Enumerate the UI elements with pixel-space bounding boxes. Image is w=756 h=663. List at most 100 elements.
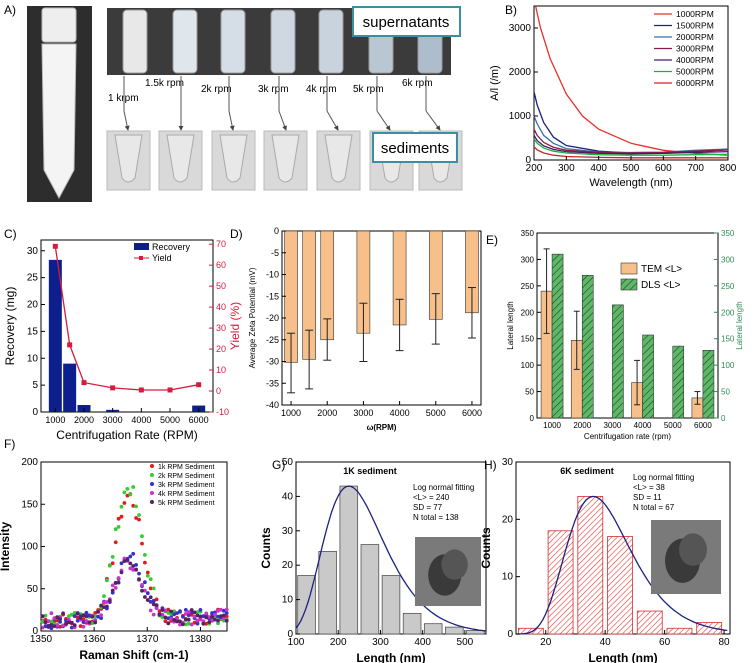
panel-h-ytick-label: 30: [502, 457, 514, 468]
panel-e-ytick-label: 100: [521, 361, 535, 370]
panel-h-xtick-label: 80: [718, 637, 730, 648]
panel-g-ytick-label: 10: [282, 595, 294, 606]
panel-e-xtick-label: 5000: [664, 421, 682, 430]
legend-label: 1000RPM: [676, 9, 714, 19]
panel-d-xtick-label: 2000: [317, 408, 337, 418]
panel-e-y2tick-label: 200: [721, 308, 735, 317]
panel-h-ytick-label: 20: [502, 514, 514, 525]
raman-point: [113, 540, 118, 545]
panel-e-y2tick-label: 300: [721, 255, 735, 264]
raman-point: [128, 561, 133, 566]
panel-b-xtick-label: 500: [623, 163, 640, 174]
panel-e-xtick-label: 6000: [694, 421, 712, 430]
raman-point: [154, 597, 159, 602]
supernatant-vial: [318, 9, 344, 74]
raman-point: [119, 561, 124, 566]
series-line-2000RPM: [533, 115, 729, 154]
raman-point: [75, 618, 80, 623]
rpm-label: 1 krpm: [108, 93, 139, 104]
legend-label: 5k RPM Sediment: [158, 500, 214, 507]
panel-d-xtick-label: 6000: [462, 408, 482, 418]
panel-e-xtick-label: 2000: [573, 421, 591, 430]
raman-point: [46, 619, 51, 624]
tube-cap: [41, 7, 77, 43]
raman-point: [224, 611, 229, 615]
raman-point: [105, 600, 109, 604]
raman-point: [221, 613, 226, 618]
raman-point: [186, 621, 191, 626]
raman-point: [113, 586, 118, 590]
recovery-bar: [63, 363, 77, 412]
raman-point: [52, 616, 57, 620]
raman-point: [169, 612, 174, 617]
yield-point: [196, 382, 202, 388]
panel-e-y2tick-label: 250: [721, 282, 735, 291]
raman-point: [198, 614, 203, 619]
dls-bar: [612, 304, 624, 419]
raman-point: [81, 613, 86, 618]
raman-point: [148, 608, 153, 613]
raman-point: [145, 570, 150, 575]
raman-point: [213, 612, 217, 617]
raman-point: [143, 588, 147, 593]
panel-g-bin: [339, 485, 359, 635]
legend-label: Recovery: [152, 242, 191, 252]
raman-point: [128, 554, 133, 559]
panel-b-xtick-label: 300: [558, 163, 575, 174]
raman-point: [110, 555, 115, 559]
raman-point: [40, 619, 45, 624]
panel-h-tem-particle: [679, 533, 707, 566]
panel-e-y2label: Lateral length: [735, 301, 744, 349]
raman-point: [105, 604, 109, 609]
raman-point: [213, 617, 217, 622]
panel-c-y2tick-label: 20: [216, 344, 226, 354]
panel-g-xtick-label: 100: [288, 637, 305, 648]
raman-point: [148, 600, 153, 604]
raman-point: [151, 598, 156, 603]
panel-c-ytick-label: 0: [32, 407, 38, 418]
panel-c-ytick-label: 5: [32, 380, 38, 391]
raman-point: [84, 619, 89, 623]
panel-g-fit-curve: [295, 485, 487, 632]
panel-e-ytick-label: 150: [521, 335, 535, 344]
raman-point: [64, 618, 68, 623]
legend-label: 3000RPM: [676, 44, 714, 54]
panel-h-fit-curve: [516, 495, 728, 635]
panel-c-ytick-label: 30: [27, 246, 39, 257]
panel-f-ytick-label: 0: [32, 626, 38, 637]
arrow: [228, 110, 235, 131]
panel-g-ylabel: Counts: [259, 527, 273, 569]
raman-point: [189, 608, 194, 612]
panel-e-xtick-label: 3000: [604, 421, 622, 430]
raman-point: [198, 617, 203, 622]
raman-point: [195, 610, 200, 614]
raman-point: [128, 566, 133, 571]
raman-point: [198, 608, 203, 612]
panel-g-annotation: Log normal fitting: [413, 483, 474, 492]
raman-point: [137, 571, 141, 576]
raman-point: [67, 620, 71, 625]
legend-swatch: [150, 491, 154, 495]
raman-point: [175, 611, 179, 615]
panel-label: F): [4, 437, 15, 451]
raman-point: [72, 614, 77, 618]
raman-point: [160, 615, 165, 620]
raman-point: [140, 583, 144, 587]
raman-point: [131, 503, 136, 508]
raman-point: [69, 625, 74, 630]
panel-d-ytick-label: -35: [266, 378, 279, 388]
panel-f-ytick-label: 200: [21, 457, 38, 468]
raman-point: [131, 568, 136, 572]
raman-point: [157, 609, 162, 614]
panel-g-xtick-label: 300: [372, 637, 389, 648]
raman-point: [140, 588, 144, 593]
panel-c-y2tick-label: -10: [216, 407, 229, 417]
panel-c-y2label: Yield (%): [228, 302, 242, 350]
raman-point: [90, 621, 95, 626]
raman-point: [99, 603, 103, 608]
legend-label: Yield: [152, 253, 172, 263]
raman-point: [148, 595, 153, 600]
panel-g-title: 1K sediment: [343, 466, 397, 476]
panel-f-ytick-label: 50: [27, 584, 39, 595]
supernatant-vial: [172, 9, 198, 74]
